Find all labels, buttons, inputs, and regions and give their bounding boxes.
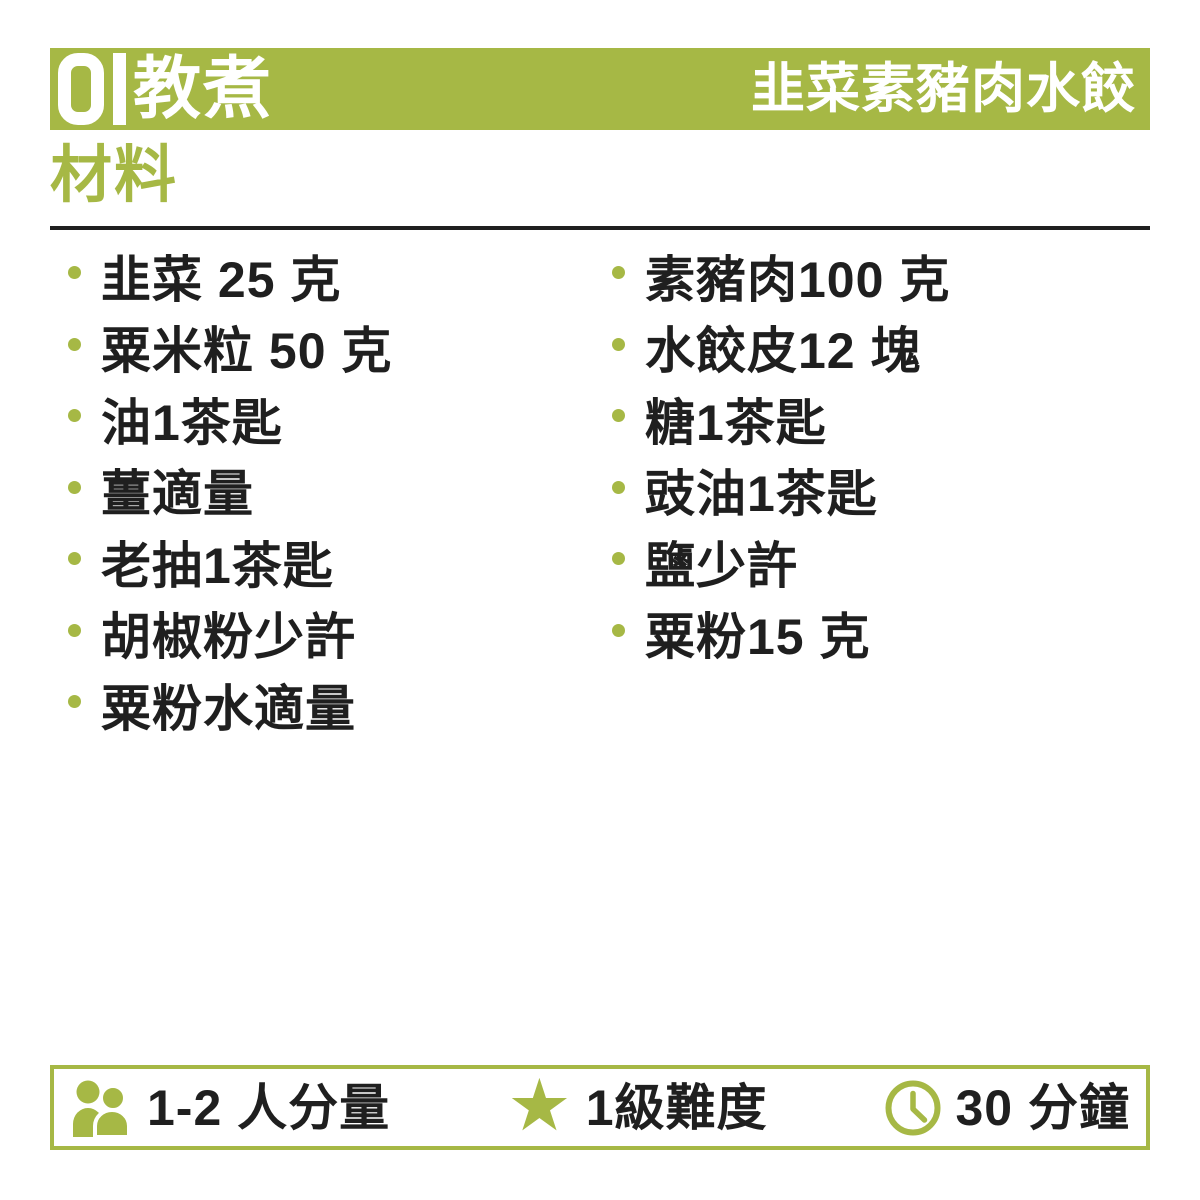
ingredient-item: 水餃皮12 塊 bbox=[612, 312, 1150, 384]
ingredient-item: 老抽1茶匙 bbox=[68, 526, 594, 598]
ingredient-item: 韭菜 25 克 bbox=[68, 240, 594, 312]
bullet-icon bbox=[612, 480, 625, 494]
servings-label: 1-2 人分量 bbox=[147, 1079, 391, 1136]
section-divider bbox=[50, 226, 1150, 230]
logo-one-glyph bbox=[113, 53, 126, 125]
difficulty-label: 1級難度 bbox=[585, 1079, 768, 1136]
ingredient-item: 鹽少許 bbox=[612, 526, 1150, 598]
ingredient-text: 老抽1茶匙 bbox=[101, 537, 334, 594]
ingredient-text: 胡椒粉少許 bbox=[101, 609, 356, 666]
ingredient-item: 素豬肉100 克 bbox=[612, 240, 1150, 312]
bullet-icon bbox=[68, 337, 81, 351]
ingredient-text: 素豬肉100 克 bbox=[645, 251, 951, 308]
recipe-title: 韭菜素豬肉水餃 bbox=[751, 59, 1136, 119]
bullet-icon bbox=[612, 552, 625, 566]
logo-zero-glyph bbox=[58, 53, 104, 125]
bullet-icon bbox=[68, 480, 81, 494]
ingredient-item: 粟米粒 50 克 bbox=[68, 312, 594, 384]
header-bar: 教煮 韭菜素豬肉水餃 bbox=[50, 48, 1150, 130]
bullet-icon bbox=[68, 623, 81, 637]
difficulty-meta: ★ 1級難度 bbox=[507, 1065, 768, 1146]
ingredient-list-left: 韭菜 25 克粟米粒 50 克油1茶匙薑適量老抽1茶匙胡椒粉少許粟粉水適量 bbox=[50, 240, 594, 741]
bullet-icon bbox=[612, 266, 625, 280]
brand-logo-text: 教煮 bbox=[133, 51, 274, 127]
star-icon: ★ bbox=[507, 1065, 573, 1146]
ingredient-item: 豉油1茶匙 bbox=[612, 455, 1150, 527]
servings-meta: 1-2 人分量 bbox=[70, 1079, 390, 1137]
ingredient-item: 粟粉水適量 bbox=[68, 669, 594, 741]
bullet-icon bbox=[612, 337, 625, 351]
ingredient-text: 糖1茶匙 bbox=[645, 394, 827, 451]
ingredient-item: 粟粉15 克 bbox=[612, 598, 1150, 670]
ingredient-text: 水餃皮12 塊 bbox=[645, 323, 922, 380]
time-label: 30 分鐘 bbox=[955, 1079, 1130, 1136]
bullet-icon bbox=[612, 409, 625, 423]
ingredient-text: 韭菜 25 克 bbox=[101, 251, 342, 308]
ingredient-text: 粟粉水適量 bbox=[101, 680, 356, 737]
ingredient-item: 糖1茶匙 bbox=[612, 383, 1150, 455]
ingredient-text: 油1茶匙 bbox=[101, 394, 283, 451]
bullet-icon bbox=[68, 409, 81, 423]
bullet-icon bbox=[68, 695, 81, 709]
ingredient-text: 豉油1茶匙 bbox=[645, 466, 878, 523]
ingredient-text: 粟米粒 50 克 bbox=[101, 323, 393, 380]
ingredient-list-right: 素豬肉100 克水餃皮12 塊糖1茶匙豉油1茶匙鹽少許粟粉15 克 bbox=[594, 240, 1150, 741]
ingredient-item: 油1茶匙 bbox=[68, 383, 594, 455]
bullet-icon bbox=[68, 266, 81, 280]
bullet-icon bbox=[68, 552, 81, 566]
ingredient-item: 薑適量 bbox=[68, 455, 594, 527]
people-icon bbox=[73, 1080, 131, 1137]
ingredient-item: 胡椒粉少許 bbox=[68, 598, 594, 670]
recipe-meta-box: 1-2 人分量 ★ 1級難度 30 分鐘 bbox=[50, 1065, 1150, 1150]
bullet-icon bbox=[612, 623, 625, 637]
clock-icon bbox=[885, 1080, 941, 1135]
ingredient-text: 鹽少許 bbox=[645, 537, 798, 594]
ingredient-text: 薑適量 bbox=[101, 466, 254, 523]
brand-logo: 教煮 bbox=[58, 53, 273, 125]
ingredient-columns: 韭菜 25 克粟米粒 50 克油1茶匙薑適量老抽1茶匙胡椒粉少許粟粉水適量 素豬… bbox=[50, 240, 1150, 741]
time-meta: 30 分鐘 bbox=[884, 1079, 1130, 1137]
section-title: 材料 bbox=[50, 141, 179, 210]
ingredient-text: 粟粉15 克 bbox=[645, 609, 871, 666]
